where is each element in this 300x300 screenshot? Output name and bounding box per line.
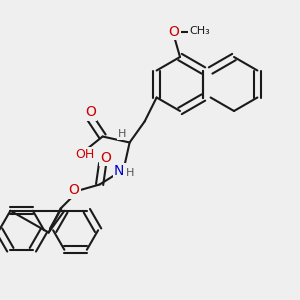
Text: H: H (125, 167, 134, 178)
Text: O: O (169, 25, 179, 38)
Text: OH: OH (75, 148, 94, 161)
Text: N: N (114, 164, 124, 178)
Text: O: O (100, 151, 111, 164)
Text: H: H (118, 128, 126, 139)
Text: O: O (85, 106, 96, 119)
Text: O: O (69, 184, 80, 197)
Text: CH₃: CH₃ (189, 26, 210, 37)
